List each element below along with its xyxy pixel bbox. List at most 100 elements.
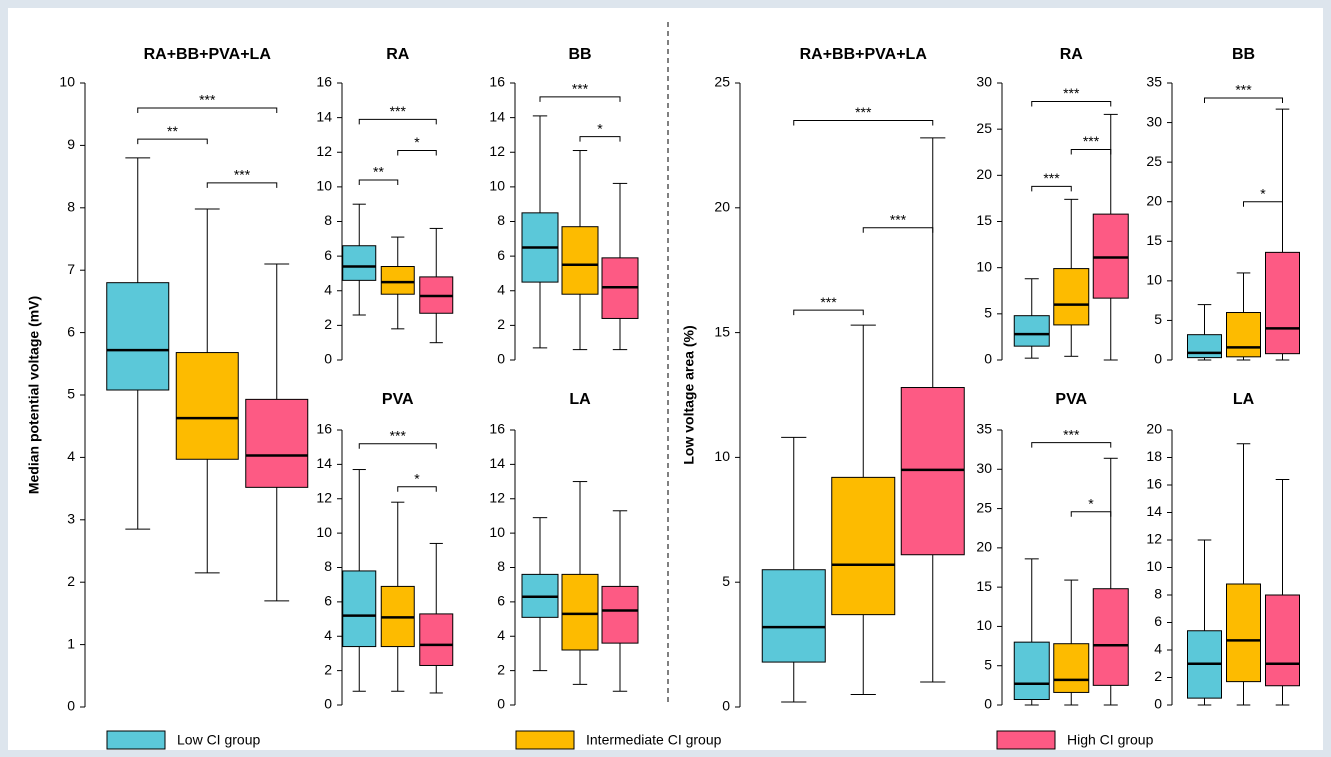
chart-title: BB [1232, 46, 1255, 63]
legend-swatch [515, 730, 575, 750]
y-tick-label: 5 [1154, 311, 1162, 327]
y-tick-label: 14 [1146, 503, 1162, 519]
significance-label: *** [855, 104, 872, 120]
y-tick-label: 0 [1154, 696, 1162, 712]
chart-title: PVA [1055, 391, 1087, 408]
y-tick-label: 4 [497, 627, 505, 643]
y-tick-label: 6 [324, 247, 332, 263]
y-tick-label: 1 [67, 635, 75, 651]
y-tick-label: 4 [1154, 641, 1162, 657]
significance-label: *** [820, 294, 837, 310]
y-tick-label: 30 [976, 460, 992, 476]
y-tick-label: 4 [67, 448, 75, 464]
significance-bracket [1031, 100, 1112, 107]
significance-bracket [397, 150, 437, 156]
box [601, 585, 639, 644]
significance-label: *** [1043, 170, 1060, 186]
box [1187, 334, 1222, 359]
y-tick-label: 25 [976, 120, 992, 136]
y-tick-label: 6 [1154, 613, 1162, 629]
significance-label: *** [390, 427, 407, 443]
significance-bracket [1204, 97, 1283, 104]
y-tick-label: 2 [324, 316, 332, 332]
chart-title: RA+BB+PVA+LA [144, 46, 272, 63]
y-tick-label: 14 [316, 455, 332, 471]
legend-swatch [106, 730, 166, 750]
y-tick-label: 8 [324, 558, 332, 574]
y-tick-label: 25 [1146, 153, 1162, 169]
box [761, 569, 826, 663]
y-tick-label: 15 [1146, 232, 1162, 248]
significance-label: *** [572, 81, 589, 97]
y-tick-label: 8 [324, 212, 332, 228]
box [175, 352, 239, 460]
box [342, 570, 377, 648]
significance-bracket [206, 182, 278, 188]
significance-label: * [1260, 185, 1266, 201]
significance-label: * [1088, 495, 1094, 511]
y-tick-label: 2 [324, 661, 332, 677]
y-tick-label: 16 [316, 74, 332, 90]
significance-label: *** [234, 167, 251, 183]
y-tick-label: 16 [489, 421, 505, 437]
significance-label: *** [199, 92, 216, 108]
significance-label: * [414, 470, 420, 486]
y-tick-label: 12 [316, 489, 332, 505]
box [1092, 588, 1129, 686]
y-tick-label: 15 [714, 323, 730, 339]
y-tick-label: 5 [984, 656, 992, 672]
significance-label: * [597, 120, 603, 136]
y-tick-label: 8 [497, 558, 505, 574]
y-tick-label: 6 [497, 593, 505, 609]
y-tick-label: 8 [67, 199, 75, 215]
chart-title: LA [1233, 391, 1255, 408]
y-tick-label: 0 [324, 351, 332, 367]
significance-label: *** [390, 103, 407, 119]
box [1053, 268, 1090, 326]
significance-bracket [1031, 442, 1112, 448]
significance-label: *** [1083, 133, 1100, 149]
significance-label: * [414, 134, 420, 150]
significance-label: ** [373, 164, 384, 180]
y-tick-label: 0 [722, 698, 730, 714]
y-tick-label: 8 [1154, 586, 1162, 602]
y-tick-label: 14 [316, 108, 332, 124]
y-tick-label: 3 [67, 511, 75, 527]
significance-bracket [579, 136, 621, 142]
y-axis-label: Low voltage area (%) [681, 325, 697, 464]
y-tick-label: 10 [489, 524, 505, 540]
significance-bracket [397, 486, 437, 492]
y-tick-label: 25 [976, 499, 992, 515]
y-tick-label: 8 [497, 212, 505, 228]
box [1013, 315, 1050, 347]
y-tick-label: 20 [976, 166, 992, 182]
box [1265, 594, 1300, 687]
y-tick-label: 0 [497, 351, 505, 367]
y-tick-label: 16 [1146, 476, 1162, 492]
y-tick-label: 4 [324, 627, 332, 643]
y-tick-label: 6 [324, 593, 332, 609]
y-tick-label: 5 [984, 305, 992, 321]
box [831, 476, 896, 616]
y-tick-label: 12 [489, 489, 505, 505]
y-tick-label: 7 [67, 261, 75, 277]
y-tick-label: 4 [497, 281, 505, 297]
significance-label: *** [1063, 85, 1080, 101]
box [1265, 251, 1300, 355]
y-tick-label: 10 [1146, 558, 1162, 574]
y-tick-label: 5 [722, 573, 730, 589]
legend-label: Intermediate CI group [586, 732, 722, 748]
y-tick-label: 10 [714, 448, 730, 464]
y-tick-label: 20 [1146, 421, 1162, 437]
significance-bracket [358, 118, 437, 125]
chart-title: PVA [382, 391, 414, 408]
significance-bracket [1070, 148, 1112, 155]
significance-bracket [793, 119, 934, 126]
y-tick-label: 35 [976, 421, 992, 437]
y-tick-label: 10 [59, 74, 75, 90]
significance-bracket [793, 309, 864, 316]
y-tick-label: 9 [67, 136, 75, 152]
y-tick-label: 10 [316, 524, 332, 540]
box [106, 282, 170, 391]
y-tick-label: 30 [976, 74, 992, 90]
